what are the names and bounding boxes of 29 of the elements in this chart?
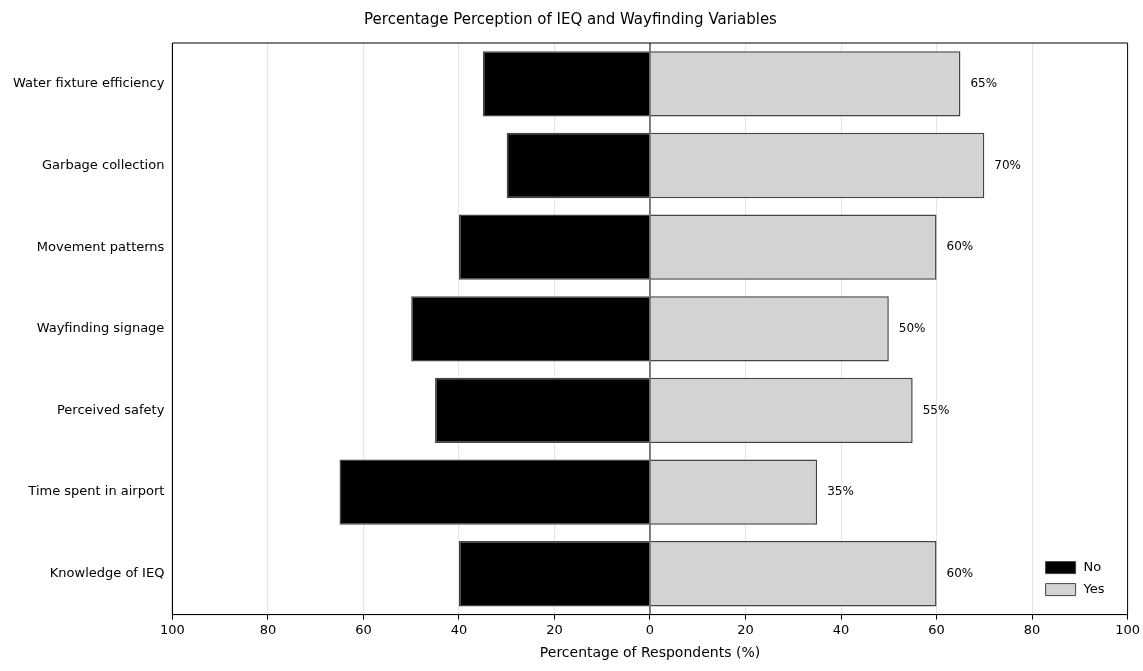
- x-tick-label: 80: [259, 621, 277, 637]
- data-label: 50%: [898, 320, 926, 335]
- x-tick-label: 100: [159, 621, 185, 637]
- x-tick-label: 20: [737, 621, 754, 637]
- data-label: 65%: [970, 75, 998, 90]
- y-tick-label: Wayfinding signage: [36, 320, 165, 336]
- data-label: 55%: [922, 402, 950, 417]
- x-tick-label: 20: [546, 621, 563, 637]
- chart-title: Percentage Perception of IEQ and Wayfinding Variables: [364, 9, 778, 28]
- data-label: 70%: [994, 157, 1021, 172]
- y-tick-label: Garbage collection: [42, 156, 165, 172]
- x-tick-label: 40: [832, 621, 850, 637]
- data-label: 60%: [946, 565, 974, 580]
- x-tick-label: 60: [355, 621, 372, 637]
- x-tick-label: 60: [928, 621, 945, 637]
- legend-label: No: [1083, 558, 1102, 574]
- y-tick-label: Time spent in airport: [27, 483, 165, 499]
- x-tick-label: 40: [450, 621, 468, 637]
- y-tick-label: Perceived safety: [57, 401, 165, 417]
- x-tick-label: 0: [645, 621, 655, 637]
- x-tick-label: 100: [1115, 621, 1141, 637]
- legend-label: Yes: [1082, 580, 1105, 596]
- y-tick-label: Knowledge of IEQ: [49, 565, 165, 581]
- data-label: 35%: [827, 484, 854, 499]
- x-axis-title: Percentage of Respondents (%): [539, 644, 761, 661]
- y-tick-label: Water fixture efficiency: [13, 75, 165, 91]
- x-tick-label: 80: [1023, 621, 1041, 637]
- y-tick-label: Movement patterns: [36, 238, 165, 254]
- data-label: 60%: [946, 239, 974, 254]
